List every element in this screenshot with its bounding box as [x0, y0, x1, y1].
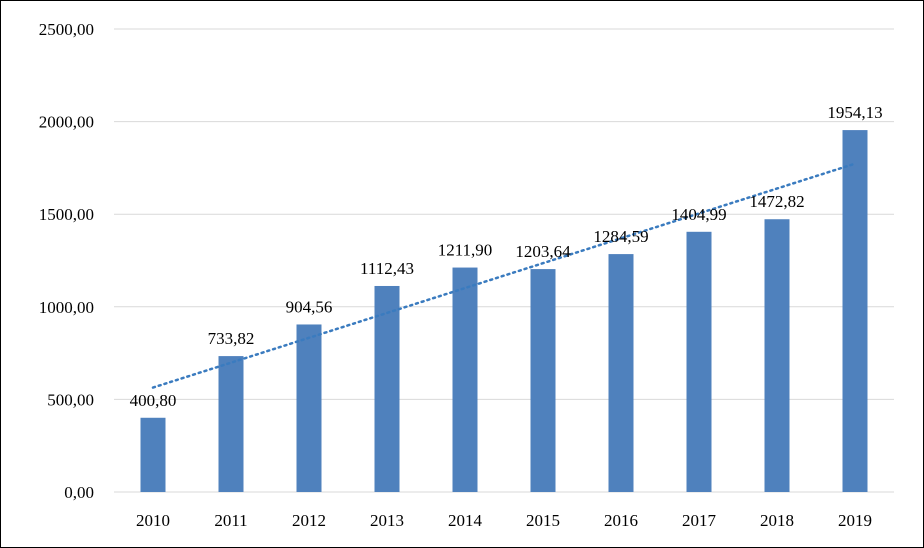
x-tick-label: 2016 — [604, 511, 638, 530]
x-axis-tick-labels: 2010 2011 2012 2013 2014 2015 2016 2017 2018 2019 — [136, 511, 872, 530]
y-tick-label: 1500,00 — [39, 205, 94, 224]
x-tick-label: 2011 — [214, 511, 247, 530]
x-tick-label: 2019 — [838, 511, 872, 530]
data-label: 400,80 — [130, 391, 177, 410]
bar — [296, 324, 322, 492]
bars — [140, 130, 868, 493]
data-label: 1112,43 — [360, 259, 414, 278]
data-label: 733,82 — [208, 329, 255, 348]
x-tick-label: 2013 — [370, 511, 404, 530]
data-label: 904,56 — [286, 297, 333, 316]
bar — [218, 356, 244, 492]
bar — [530, 269, 556, 492]
bar — [686, 231, 712, 493]
bar — [608, 254, 634, 492]
bar — [842, 130, 868, 492]
x-tick-label: 2010 — [136, 511, 170, 530]
trendline-group — [151, 162, 857, 389]
data-label: 1954,13 — [827, 103, 882, 122]
x-tick-label: 2012 — [292, 511, 326, 530]
y-tick-label: 0,00 — [64, 483, 94, 502]
gridlines — [114, 28, 894, 493]
trendline — [151, 162, 857, 389]
y-tick-label: 1000,00 — [39, 298, 94, 317]
y-axis-tick-labels: 0,00 500,00 1000,00 1500,00 2000,00 2500,00 — [39, 20, 94, 502]
data-label: 1211,90 — [438, 241, 493, 260]
y-tick-label: 500,00 — [47, 390, 94, 409]
y-tick-label: 2500,00 — [39, 20, 94, 39]
x-tick-label: 2017 — [682, 511, 717, 530]
data-label: 1472,82 — [749, 192, 804, 211]
data-labels: 400,80 733,82 904,56 1112,43 1211,90 1203,64 1… — [130, 103, 883, 410]
data-label: 1284,59 — [593, 227, 648, 246]
bar — [140, 417, 166, 492]
x-tick-label: 2014 — [448, 511, 483, 530]
data-label: 1404,99 — [671, 205, 726, 224]
bar — [764, 219, 790, 492]
data-label: 1203,64 — [515, 242, 571, 261]
x-tick-label: 2018 — [760, 511, 794, 530]
x-tick-label: 2015 — [526, 511, 560, 530]
bar — [374, 285, 400, 492]
bar — [452, 267, 478, 492]
y-tick-label: 2000,00 — [39, 113, 94, 132]
